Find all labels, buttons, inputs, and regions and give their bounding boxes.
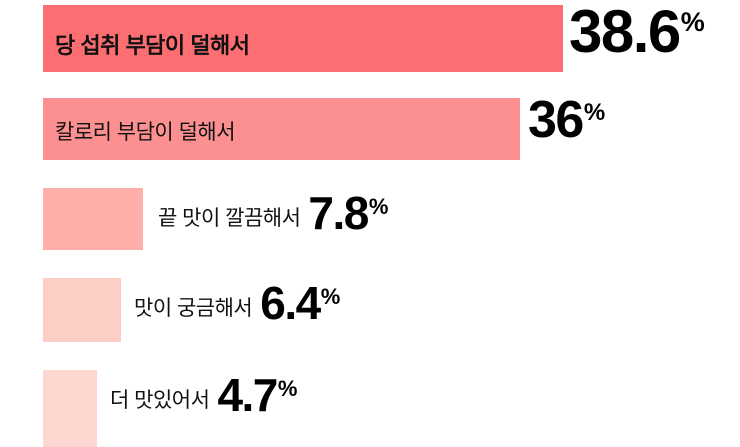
bar-segment-4 — [43, 278, 121, 342]
bar-value-group-4: 맛이 궁금해서 6.4 % — [134, 277, 341, 329]
bar-value-number-3: 7.8 — [308, 187, 369, 239]
bar-value-number-4: 6.4 — [260, 277, 321, 329]
percent-symbol-1: % — [680, 7, 705, 37]
bar-value-5: 4.7 % — [217, 369, 298, 421]
bar-value-2: 36 % — [528, 91, 606, 149]
bar-label-1: 당 섭취 부담이 덜해서 — [55, 33, 250, 58]
percent-symbol-3: % — [368, 194, 389, 219]
bar-value-3: 7.8 % — [308, 187, 389, 239]
percent-symbol-2: % — [583, 99, 606, 126]
bar-label-4: 맛이 궁금해서 — [134, 297, 253, 320]
bar-value-number-2: 36 — [528, 91, 584, 149]
bar-value-group-2: 36 % — [528, 91, 606, 149]
bar-segment-1 — [43, 5, 563, 72]
bar-segment-3 — [43, 188, 143, 250]
bar-segment-5 — [43, 370, 97, 447]
bar-value-group-3: 끝 맛이 깔끔해서 7.8 % — [158, 187, 389, 239]
bar-value-number-5: 4.7 — [217, 369, 278, 421]
bar-value-group-5: 더 맛있어서 4.7 % — [110, 369, 298, 421]
bar-label-2: 칼로리 부담이 덜해서 — [55, 121, 236, 144]
percent-symbol-5: % — [277, 376, 298, 401]
bar-value-group-1: 38.6 % — [569, 0, 705, 65]
percent-symbol-4: % — [320, 284, 341, 309]
bar-label-3: 끝 맛이 깔끔해서 — [158, 207, 301, 230]
bar-value-1: 38.6 % — [569, 0, 705, 65]
bar-segment-2 — [43, 98, 520, 160]
bar-value-4: 6.4 % — [260, 277, 341, 329]
bar-value-number-1: 38.6 — [569, 0, 681, 65]
bar-label-5: 더 맛있어서 — [110, 389, 210, 412]
